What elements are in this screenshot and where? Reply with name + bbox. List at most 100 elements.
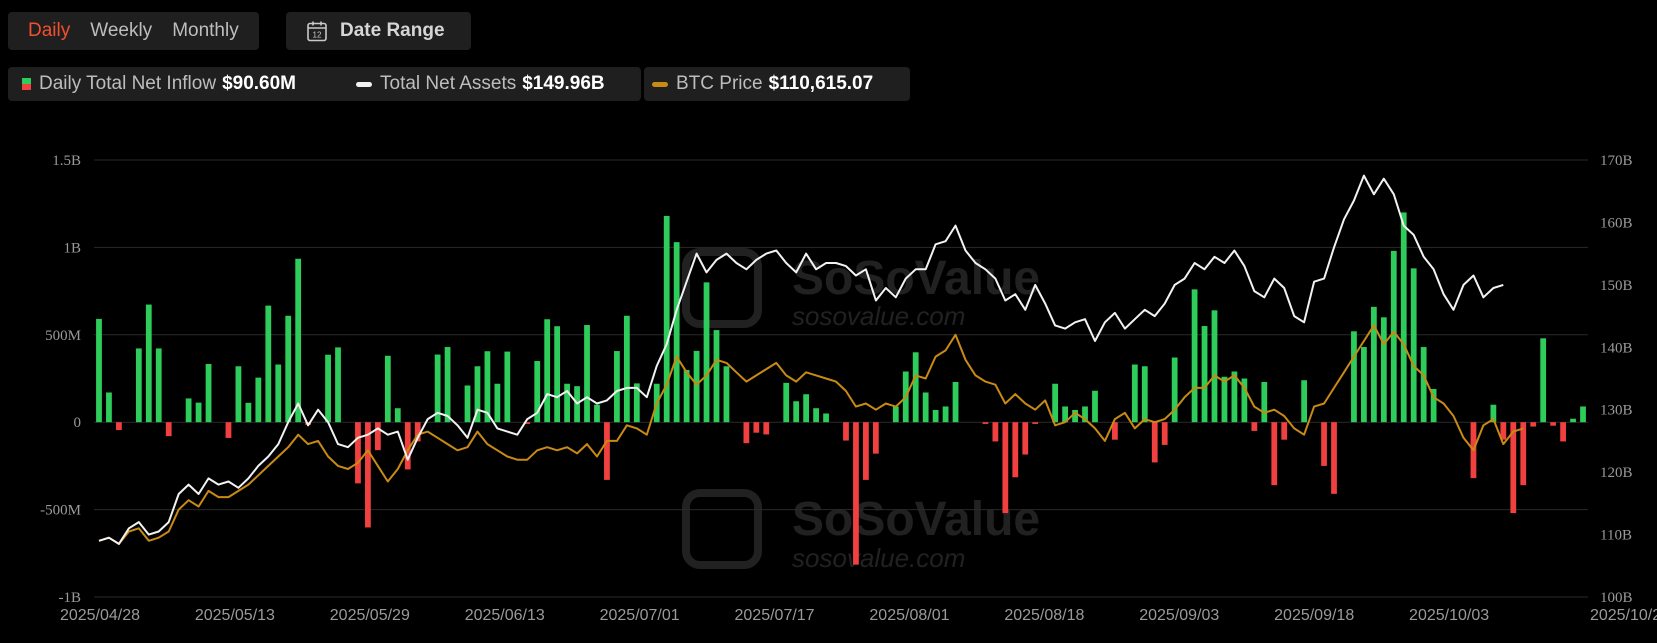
inflow-bar [872, 422, 879, 454]
watermark-brand-2: SoSoValue [792, 493, 1040, 546]
inflow-bar [245, 402, 252, 423]
inflow-bar [992, 422, 999, 442]
y-left-tick-label: 1B [63, 240, 81, 256]
inflow-bar [1550, 422, 1557, 426]
inflow-bar [693, 350, 700, 423]
date-range-label: Date Range [340, 20, 445, 41]
period-daily-tab[interactable]: Daily [28, 20, 71, 41]
inflow-bar [1560, 422, 1566, 442]
legend-btc[interactable]: BTC Price $110,615.07 [644, 67, 910, 101]
inflow-bar [1052, 383, 1059, 423]
inflow-bar [604, 422, 610, 480]
inflow-bar [205, 363, 212, 423]
inflow-bar [1570, 418, 1576, 423]
inflow-bar [1141, 366, 1148, 423]
watermark-url-2: sosovalue.com [792, 543, 965, 573]
legend-inflow-label: Daily Total Net Inflow [39, 73, 217, 94]
y-right-tick-label: 100B [1600, 590, 1633, 606]
x-tick-label: 2025/07/01 [600, 607, 680, 624]
inflow-bar [1032, 422, 1039, 424]
legend-inflow[interactable]: Daily Total Net Inflow $90.60M [8, 67, 354, 101]
inflow-bar [783, 382, 790, 423]
y-left-tick-label: 1.5B [52, 153, 81, 169]
inflow-bar [1171, 357, 1178, 423]
inflow-bar [813, 408, 819, 423]
inflow-bar [1012, 422, 1019, 478]
inflow-bar [384, 355, 391, 423]
inflow-bar [1112, 422, 1118, 440]
inflow-bar [434, 354, 441, 423]
watermark-logo-icon [682, 248, 762, 569]
inflow-bar [534, 361, 541, 423]
period-selector: Daily Weekly Monthly [8, 12, 259, 50]
inflow-bar [1082, 406, 1088, 423]
inflow-bar [335, 347, 341, 423]
y-right-tick-label: 110B [1600, 528, 1632, 544]
inflow-bar [145, 304, 152, 423]
x-tick-label: 2025/08/01 [869, 607, 949, 624]
inflow-bar [853, 422, 859, 565]
inflow-bar [135, 348, 142, 423]
inflow-bar [275, 364, 282, 423]
inflow-bar [325, 354, 331, 423]
inflow-bar [793, 401, 800, 423]
inflow-bar [1530, 422, 1537, 427]
inflow-bar [803, 394, 810, 423]
inflow-bar [1221, 376, 1228, 423]
legend-assets-value: $149.96B [522, 73, 605, 94]
total-net-assets-line [98, 174, 1504, 545]
inflow-bar [1131, 364, 1138, 423]
legend-btc-value: $110,615.07 [768, 73, 874, 94]
inflow-bar [1251, 422, 1258, 431]
inflow-bar [663, 215, 670, 423]
inflow-bar [703, 282, 710, 423]
inflow-swatch-icon [22, 78, 31, 90]
inflow-bar [464, 385, 471, 423]
inflow-bar [932, 409, 939, 423]
y-right-tick-label: 170B [1600, 153, 1633, 169]
inflow-bar [1321, 422, 1327, 466]
inflow-bar [1410, 268, 1417, 423]
y-left-tick-label: 0 [74, 415, 82, 431]
inflow-bar [584, 325, 590, 423]
legend-assets[interactable]: Total Net Assets $149.96B [348, 67, 641, 101]
x-tick-label: 2025/07/17 [735, 607, 815, 624]
inflow-bar [673, 242, 680, 423]
inflow-bar [564, 383, 570, 423]
inflow-bar [1351, 331, 1357, 423]
inflow-bar [374, 422, 381, 451]
btc-swatch-icon [652, 81, 668, 87]
x-tick-label: 2025/09/18 [1274, 607, 1354, 624]
inflow-bar [614, 351, 620, 423]
period-weekly-tab[interactable]: Weekly [90, 20, 153, 41]
inflow-bar [185, 398, 192, 423]
inflow-bar [544, 319, 551, 423]
inflow-bar [1520, 422, 1527, 486]
inflow-bar [1430, 388, 1437, 423]
x-tick-label: 2025/10/03 [1409, 607, 1489, 624]
inflow-bar [683, 369, 690, 423]
inflow-bar [1201, 326, 1208, 423]
period-monthly-tab[interactable]: Monthly [172, 20, 239, 41]
inflow-bar [1510, 422, 1517, 514]
x-tick-label: 2025/10/24 [1590, 607, 1657, 624]
watermark-url: sosovalue.com [792, 301, 965, 331]
inflow-bar [763, 422, 770, 435]
inflow-bar [394, 408, 401, 423]
inflow-bar [1241, 378, 1248, 423]
inflow-bar [952, 381, 959, 423]
x-tick-label: 2025/06/13 [465, 607, 545, 624]
inflow-bar [106, 392, 112, 423]
inflow-bar [504, 351, 511, 423]
inflow-bar [474, 366, 481, 423]
inflow-bar [1281, 422, 1288, 440]
inflow-bar [554, 326, 561, 423]
legend-btc-label: BTC Price [676, 73, 763, 94]
inflow-bar [743, 422, 750, 444]
y-right-tick-label: 140B [1600, 340, 1633, 356]
inflow-bar [285, 315, 292, 423]
date-range-button[interactable]: 12 Date Range [286, 12, 471, 50]
inflow-bar [1540, 338, 1547, 423]
inflow-bar [713, 330, 720, 423]
